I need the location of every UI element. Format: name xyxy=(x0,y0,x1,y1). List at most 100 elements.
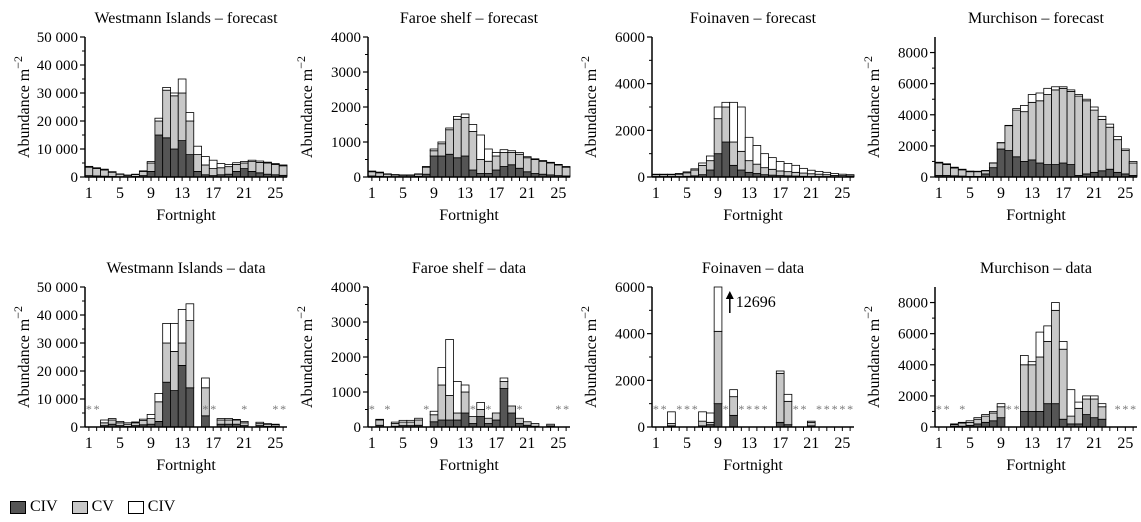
bar xyxy=(162,89,171,139)
bar xyxy=(476,402,485,410)
x-tick-label: 17 xyxy=(205,185,221,202)
bar xyxy=(973,171,983,177)
x-tick-label: 5 xyxy=(399,185,407,202)
bar xyxy=(398,421,408,427)
missing-data-asterisk: * xyxy=(832,402,838,416)
bar xyxy=(414,417,423,421)
bar xyxy=(1121,148,1130,151)
bar xyxy=(484,160,493,174)
x-tick-label: 13 xyxy=(741,185,757,202)
missing-data-asterisk: * xyxy=(944,402,950,416)
bar xyxy=(177,308,187,344)
bar xyxy=(146,413,156,419)
y-tick-label: 8000 xyxy=(898,46,928,62)
bar xyxy=(170,350,179,391)
bar xyxy=(468,124,478,132)
bar xyxy=(216,418,226,421)
x-tick-label: 21 xyxy=(519,435,535,452)
bar xyxy=(957,422,967,427)
bar xyxy=(507,152,517,166)
y-tick-label: 0 xyxy=(921,420,929,436)
chart-panel: Westmann Islands – forecast 0 10 000 20 000… xyxy=(11,10,288,224)
bar xyxy=(950,166,959,169)
x-tick-label: 13 xyxy=(457,435,473,452)
y-axis-label: Abundance m−2 xyxy=(578,56,600,158)
bar xyxy=(162,87,171,91)
bar xyxy=(239,162,249,169)
x-tick-label: 9 xyxy=(997,435,1005,452)
bar xyxy=(131,421,140,424)
legend-item-civ-dark: CIV xyxy=(10,498,58,516)
bar xyxy=(1051,309,1060,405)
bar xyxy=(92,167,101,169)
bar xyxy=(445,339,454,396)
bar xyxy=(682,172,692,177)
x-tick-label: 13 xyxy=(1024,435,1040,452)
bar xyxy=(729,396,738,416)
x-tick-label: 13 xyxy=(1024,185,1040,202)
bar xyxy=(799,172,808,177)
y-tick-label: 2000 xyxy=(331,350,361,366)
bar xyxy=(737,150,746,171)
legend-label: CIV xyxy=(30,498,58,515)
bar xyxy=(934,162,944,176)
bar xyxy=(100,168,109,171)
x-tick-label: 5 xyxy=(966,185,974,202)
y-tick-label: 2000 xyxy=(615,373,645,389)
bar xyxy=(988,162,998,169)
bar xyxy=(375,418,384,421)
bar xyxy=(814,170,824,175)
bar xyxy=(752,145,762,165)
missing-data-asterisk: * xyxy=(684,402,690,416)
bar xyxy=(460,384,470,393)
legend: CIV CV CIV xyxy=(10,498,175,516)
y-tick-label: 6000 xyxy=(898,327,928,343)
bar xyxy=(421,166,431,175)
bar xyxy=(507,412,517,428)
bar xyxy=(437,367,447,386)
bar xyxy=(247,161,257,172)
bar xyxy=(965,420,975,423)
bar xyxy=(429,421,439,428)
bar xyxy=(713,330,723,405)
bar xyxy=(115,420,125,424)
bar xyxy=(1043,164,1052,178)
bar xyxy=(1012,156,1021,178)
x-tick-label: 25 xyxy=(550,435,566,452)
bar xyxy=(1097,406,1107,420)
missing-data-asterisk: * xyxy=(816,402,822,416)
bar xyxy=(1004,150,1014,178)
bar xyxy=(1082,98,1091,102)
bar xyxy=(146,161,156,164)
missing-data-asterisk: * xyxy=(676,402,682,416)
bar xyxy=(154,134,164,178)
bar xyxy=(216,167,226,176)
bar xyxy=(1089,109,1099,173)
bar xyxy=(100,422,109,426)
bar xyxy=(1043,87,1052,95)
x-axis-label: Fortnight xyxy=(439,457,499,474)
bar xyxy=(1004,125,1014,151)
bar xyxy=(154,401,164,422)
bar xyxy=(1097,418,1107,428)
missing-data-asterisk: * xyxy=(272,402,278,416)
bar xyxy=(1027,364,1037,412)
bar xyxy=(232,170,241,178)
bar xyxy=(775,372,785,423)
x-tick-label: 1 xyxy=(652,435,660,452)
bar xyxy=(263,161,272,164)
bar xyxy=(1027,94,1037,103)
bar xyxy=(973,418,983,425)
bar xyxy=(138,420,148,426)
bar xyxy=(170,390,179,428)
bar xyxy=(278,165,288,176)
y-tick-label: 0 xyxy=(354,420,362,436)
missing-data-asterisk: * xyxy=(793,402,799,416)
bar xyxy=(806,173,816,177)
bar xyxy=(775,161,785,172)
bar xyxy=(1027,159,1037,178)
x-tick-label: 1 xyxy=(85,435,93,452)
y-tick-label: 2000 xyxy=(898,389,928,405)
x-tick-label: 9 xyxy=(147,185,155,202)
bar xyxy=(1089,106,1099,111)
